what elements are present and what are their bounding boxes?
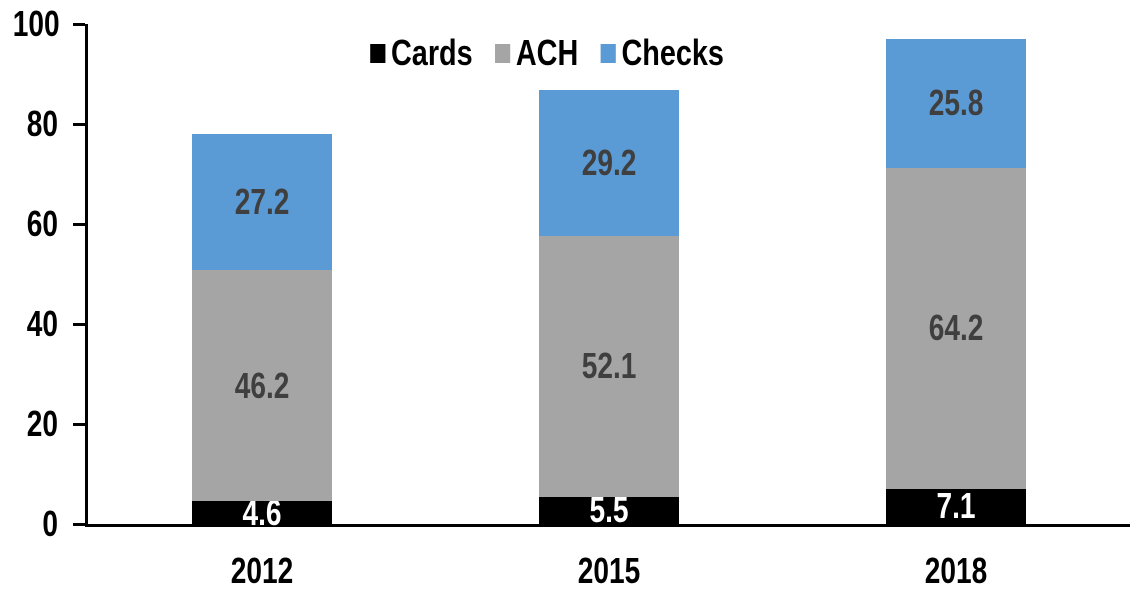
y-axis-tick [73, 223, 85, 226]
segment-value-label: 27.2 [234, 181, 289, 222]
bar-segment-checks: 25.8 [886, 38, 1027, 168]
y-axis-tick [73, 23, 85, 26]
legend-item-cards: Cards [370, 32, 473, 73]
cards-swatch-icon [370, 43, 386, 63]
x-axis-line [85, 524, 1130, 527]
bar-segment-checks: 29.2 [539, 90, 679, 236]
x-axis-category-label: 2018 [925, 550, 988, 591]
legend-label-ach: ACH [515, 32, 579, 73]
y-axis-tick [73, 423, 85, 426]
y-axis-tick-label: 80 [26, 103, 58, 144]
bar-segment-cards: 4.6 [191, 494, 332, 530]
y-axis-tick-label: 20 [26, 403, 58, 444]
bar-segment-ach: 46.2 [191, 270, 332, 501]
legend-item-ach: ACH [495, 35, 578, 71]
legend-label-checks: Checks [621, 32, 724, 73]
ach-swatch-icon [495, 43, 511, 63]
bar-segment-ach: 52.1 [539, 236, 679, 497]
bar-segment-cards: 7.1 [886, 485, 1027, 527]
y-axis-tick-label: 40 [26, 303, 58, 344]
y-axis-tick [73, 523, 85, 526]
legend-item-checks: Checks [600, 32, 724, 73]
segment-value-label: 7.1 [936, 485, 976, 527]
segment-value-label: 25.8 [928, 82, 984, 123]
chart-legend: Cards ACH Checks [370, 35, 724, 71]
bar-segment-ach: 64.2 [886, 167, 1027, 489]
segment-value-label: 5.5 [589, 489, 629, 531]
segment-value-label: 46.2 [234, 364, 289, 406]
segment-value-label: 29.2 [581, 142, 637, 183]
y-axis-line [85, 24, 88, 527]
y-axis-tick-label: 60 [26, 203, 58, 244]
y-axis-tick [73, 123, 85, 126]
x-axis-category-label: 2012 [230, 550, 293, 591]
y-axis-tick-label: 0 [42, 503, 58, 544]
legend-label-cards: Cards [391, 32, 473, 73]
x-axis-category-label: 2015 [577, 550, 641, 591]
checks-swatch-icon [600, 43, 616, 63]
y-axis-tick [73, 323, 85, 326]
bar-segment-checks: 27.2 [191, 134, 332, 270]
segment-value-label: 52.1 [581, 345, 637, 387]
segment-value-label: 64.2 [928, 307, 984, 348]
y-axis-tick-label: 100 [12, 3, 60, 44]
bar-segment-cards: 5.5 [539, 492, 679, 528]
